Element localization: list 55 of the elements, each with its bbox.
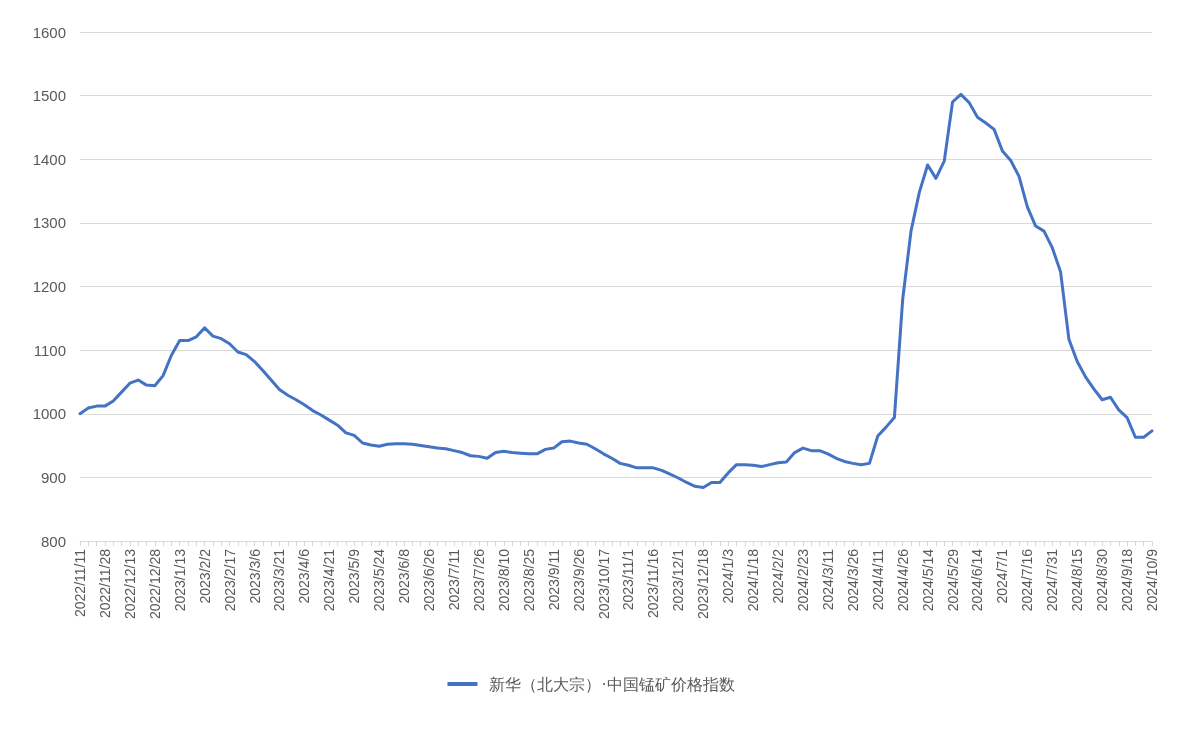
x-tick-label: 2023/12/18 [695, 548, 712, 620]
x-tick-label: 2023/8/25 [520, 548, 537, 612]
x-tick-label: 2022/12/13 [121, 548, 138, 620]
x-tick-label: 2024/8/30 [1094, 548, 1111, 612]
x-tick-label: 2023/7/11 [445, 548, 462, 611]
x-tick-label: 2023/6/26 [421, 548, 438, 612]
x-tick-label: 2023/5/24 [371, 548, 388, 612]
x-tick-label: 2023/8/10 [495, 548, 512, 612]
x-tick-label: 2022/11/11 [72, 548, 88, 617]
x-tick-label: 2024/3/11 [819, 548, 836, 611]
y-tick-label: 1600 [32, 23, 66, 41]
x-tick-label: 2024/5/14 [919, 548, 936, 612]
x-tick-label: 2024/3/26 [844, 548, 861, 612]
x-tick-label: 2024/7/16 [1019, 548, 1036, 612]
x-tick-label: 2024/4/26 [894, 548, 911, 612]
x-tick-label: 2024/7/31 [1044, 548, 1061, 612]
x-tick-label: 2024/7/1 [994, 548, 1011, 604]
y-tick-label: 1100 [33, 341, 66, 359]
x-tick-label: 2024/1/3 [720, 548, 737, 604]
y-tick-label: 1300 [32, 214, 66, 232]
x-tick-label: 2023/6/8 [396, 548, 413, 604]
x-tick-label: 2022/12/28 [146, 548, 163, 620]
y-tick-label: 1400 [32, 150, 66, 168]
x-tick-label: 2024/6/14 [969, 548, 986, 612]
x-tick-label: 2023/3/21 [271, 548, 288, 612]
x-tick-label: 2023/4/21 [321, 548, 338, 612]
x-tick-label: 2023/1/13 [171, 548, 188, 612]
x-tick-label: 2024/10/9 [1144, 548, 1160, 612]
x-tick-label: 2023/10/17 [595, 548, 612, 620]
x-tick-label: 2023/11/16 [645, 548, 662, 619]
x-tick-label: 2024/2/23 [794, 548, 811, 612]
x-tick-label: 2024/5/29 [944, 548, 961, 612]
x-tick-label: 2024/1/18 [745, 548, 762, 612]
x-tick-label: 2024/9/18 [1119, 548, 1136, 612]
x-tick-label: 2023/2/17 [221, 548, 238, 612]
line-series [78, 92, 1154, 490]
x-tick-label: 2022/11/28 [96, 548, 113, 619]
x-tick-label: 2023/9/26 [570, 548, 587, 612]
x-tick-label: 2023/12/1 [670, 548, 687, 612]
x-tick-label: 2023/11/1 [620, 548, 637, 611]
x-tick-label: 2024/4/11 [869, 548, 886, 611]
y-tick-label: 1200 [32, 278, 66, 295]
x-tick-label: 2024/2/2 [770, 548, 787, 604]
x-tick-label: 2023/3/6 [246, 548, 263, 604]
x-tick-label: 2024/8/15 [1069, 548, 1086, 612]
x-tick-label: 2023/9/11 [545, 548, 562, 611]
legend-label: 新华（北大宗）·中国锰矿价格指数 [489, 674, 735, 694]
y-tick-label: 800 [40, 532, 66, 550]
y-tick-label: 1500 [32, 87, 66, 105]
x-tick-label: 2023/4/6 [296, 548, 313, 604]
x-tick-label: 2023/7/26 [470, 548, 487, 612]
x-tick-label: 2023/2/2 [196, 548, 213, 604]
x-tick-label: 2023/5/9 [346, 548, 363, 604]
y-tick-label: 1000 [32, 405, 66, 423]
y-tick-label: 900 [40, 468, 66, 486]
